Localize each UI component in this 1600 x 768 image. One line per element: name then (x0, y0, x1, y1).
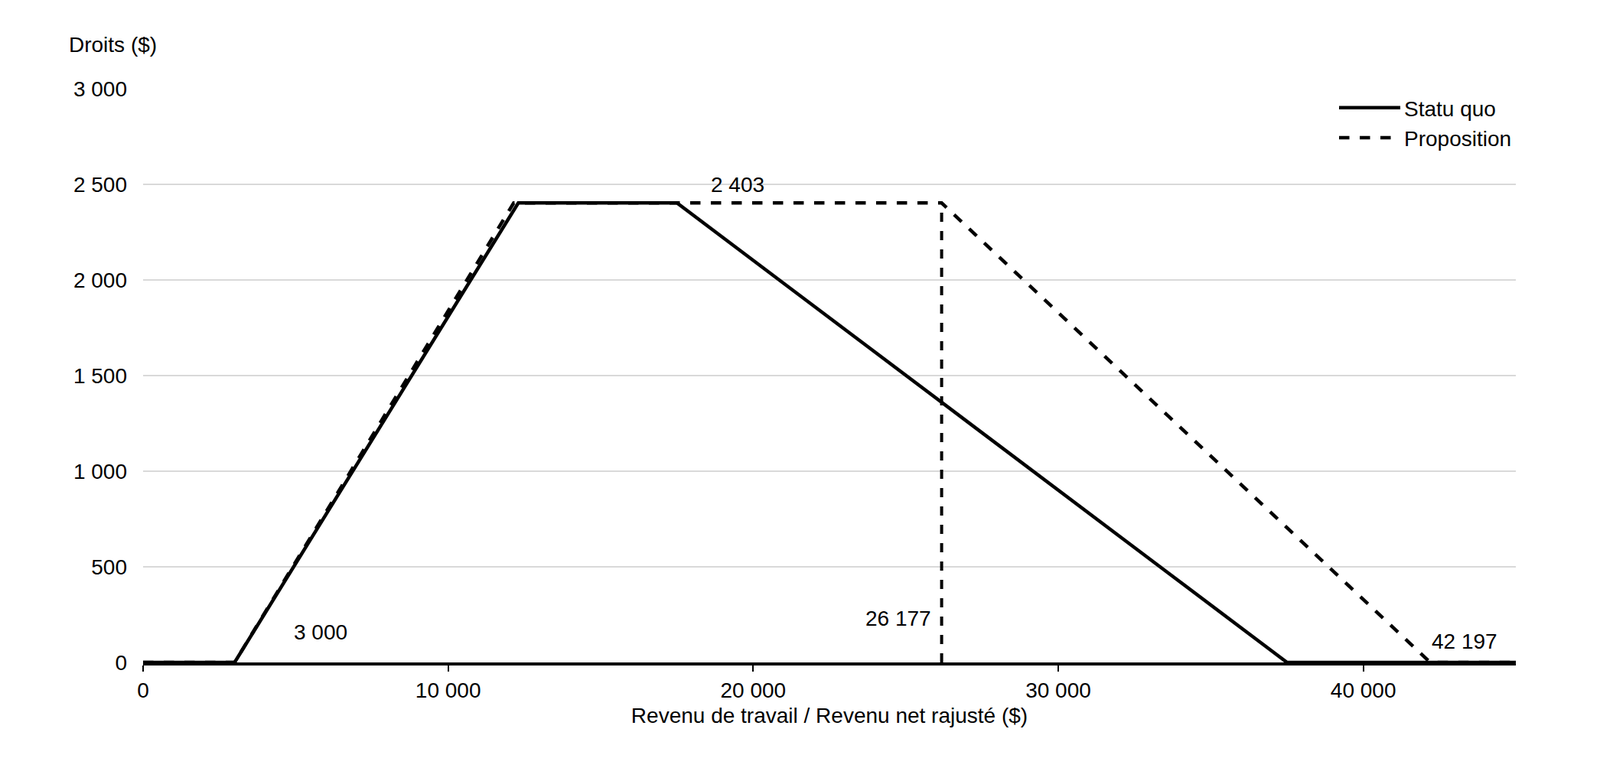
svg-text:500: 500 (91, 555, 128, 580)
svg-text:Droits ($): Droits ($) (68, 32, 157, 57)
svg-text:0: 0 (136, 678, 150, 703)
svg-text:Statu quo: Statu quo (1404, 97, 1496, 121)
svg-text:2 500: 2 500 (73, 172, 128, 197)
svg-text:3 000: 3 000 (293, 620, 348, 645)
svg-text:0: 0 (114, 651, 128, 675)
svg-text:30 000: 30 000 (1025, 678, 1092, 703)
svg-text:2 000: 2 000 (73, 268, 128, 293)
svg-text:2 403: 2 403 (710, 172, 765, 197)
svg-text:3 000: 3 000 (73, 77, 128, 102)
svg-text:40 000: 40 000 (1330, 678, 1397, 703)
svg-text:Revenu de travail / Revenu net: Revenu de travail / Revenu net rajusté (… (631, 703, 1028, 728)
svg-text:1 000: 1 000 (73, 459, 128, 484)
svg-text:20 000: 20 000 (720, 678, 787, 703)
svg-text:26 177: 26 177 (865, 606, 932, 631)
svg-text:10 000: 10 000 (415, 678, 482, 703)
svg-text:Proposition: Proposition (1404, 127, 1512, 151)
svg-text:42 197: 42 197 (1431, 629, 1498, 654)
svg-text:1 500: 1 500 (73, 364, 128, 388)
